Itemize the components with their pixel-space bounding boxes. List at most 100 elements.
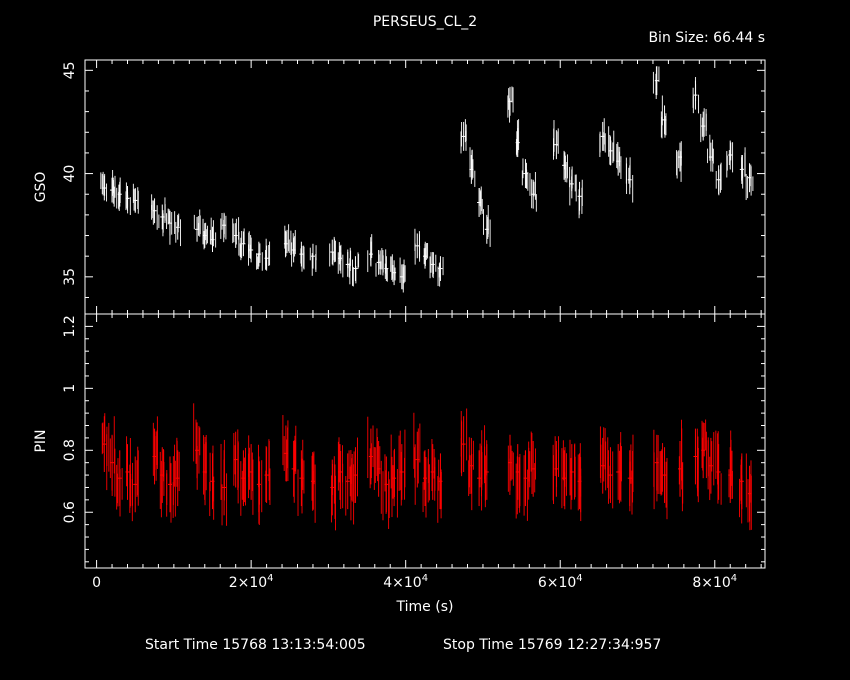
- gso-point: [414, 228, 421, 265]
- pin-point: [484, 425, 489, 508]
- pin-point: [116, 450, 123, 517]
- gso-axis-label: GSO: [33, 172, 49, 203]
- pin-point: [297, 439, 305, 516]
- pin-axis-label: PIN: [33, 429, 49, 452]
- pin-point: [460, 408, 468, 477]
- xtick-exponent: 4: [731, 573, 737, 584]
- gso-frame: [84, 59, 766, 315]
- pin-point: [428, 439, 436, 501]
- gso-point: [209, 217, 217, 253]
- pin-point: [678, 419, 684, 512]
- pin-point: [515, 444, 521, 519]
- xtick-exponent: 4: [576, 573, 582, 584]
- gso-point: [283, 224, 290, 258]
- gso-point: [469, 147, 476, 187]
- xtick-label: 2×104: [229, 573, 274, 591]
- pin-point: [291, 425, 297, 503]
- gso-point: [692, 77, 700, 114]
- pin-point: [209, 445, 215, 520]
- axis-labels: 35 40 45 GSO 0.6 0.8 1 1.2 PIN 0 2×104 4×104 6×104 8×…: [33, 61, 737, 615]
- pin-point: [437, 453, 443, 523]
- gso-point: [116, 177, 122, 211]
- gso-point: [299, 241, 305, 272]
- gso-point: [352, 252, 360, 287]
- gso-point: [652, 66, 660, 100]
- pin-point: [616, 432, 623, 504]
- pin-point: [468, 437, 474, 511]
- pin-point: [607, 437, 614, 509]
- pin-point: [477, 430, 483, 511]
- pin-point: [627, 434, 634, 515]
- gso-point: [515, 119, 520, 158]
- pin-point: [240, 447, 246, 516]
- gso-point: [202, 218, 208, 250]
- gso-point: [220, 212, 227, 243]
- xtick-label: 8×104: [692, 573, 737, 591]
- pin-point: [233, 429, 239, 504]
- pin-point: [529, 431, 536, 497]
- start-time-label: Start Time 15768 13:13:54:005: [145, 637, 366, 653]
- gso-point: [700, 108, 707, 143]
- gso-point: [158, 197, 166, 237]
- pin-point: [193, 403, 201, 490]
- pin-point: [599, 426, 607, 494]
- pin-point: [131, 446, 139, 522]
- pin-point: [220, 439, 228, 526]
- pin-ytick-label: 0.8: [62, 439, 78, 461]
- gso-point: [552, 120, 559, 160]
- gso-point: [625, 157, 634, 203]
- pin-data-points: [101, 403, 752, 531]
- gso-point: [477, 186, 483, 217]
- pin-point: [202, 434, 207, 506]
- pin-point: [707, 432, 715, 501]
- bin-size-label: Bin Size: 66.44 s: [648, 30, 765, 46]
- pin-point: [310, 451, 316, 523]
- gso-point: [429, 252, 437, 279]
- pin-point: [282, 415, 289, 482]
- gso-point: [337, 242, 344, 278]
- gso-point: [232, 217, 240, 256]
- pin-point: [715, 430, 722, 505]
- pin-point: [561, 440, 567, 510]
- gso-point: [110, 170, 116, 207]
- gso-point: [248, 231, 254, 266]
- gso-point: [290, 230, 296, 267]
- pin-point: [351, 437, 358, 525]
- xtick-exponent: 4: [267, 573, 273, 584]
- pin-point: [660, 443, 668, 520]
- gso-point: [599, 118, 606, 158]
- gso-ytick-label: 35: [62, 268, 78, 286]
- gso-point: [676, 141, 682, 182]
- chart-title: PERSEUS_CL_2: [372, 14, 478, 30]
- pin-point: [345, 450, 352, 521]
- pin-ytick-label: 1.2: [62, 315, 78, 337]
- gso-point: [507, 86, 514, 123]
- gso-point: [329, 236, 336, 267]
- gso-point: [193, 209, 201, 242]
- pin-point: [108, 416, 116, 497]
- gso-ytick-label: 45: [62, 61, 78, 79]
- gso-point: [562, 150, 568, 183]
- pin-point: [374, 428, 382, 514]
- pin-point: [653, 429, 661, 510]
- xtick-exponent: 4: [422, 573, 428, 584]
- pin-point: [125, 436, 132, 513]
- pin-point: [413, 412, 421, 505]
- gso-point: [100, 171, 108, 202]
- gso-point: [660, 95, 667, 139]
- pin-point: [264, 439, 271, 505]
- pin-point: [101, 413, 108, 491]
- stop-time-label: Stop Time 15769 12:27:34:957: [443, 637, 662, 653]
- gso-point: [575, 174, 583, 219]
- pin-point: [159, 447, 165, 518]
- gso-point: [309, 243, 317, 276]
- gso-point: [739, 147, 746, 189]
- pin-point: [382, 454, 390, 529]
- gso-point: [264, 238, 271, 271]
- xtick-label: 0: [92, 575, 101, 591]
- pin-point: [693, 428, 699, 503]
- gso-point: [460, 119, 467, 154]
- pin-ytick-label: 0.6: [62, 501, 78, 523]
- pin-ytick-label: 1: [62, 384, 78, 393]
